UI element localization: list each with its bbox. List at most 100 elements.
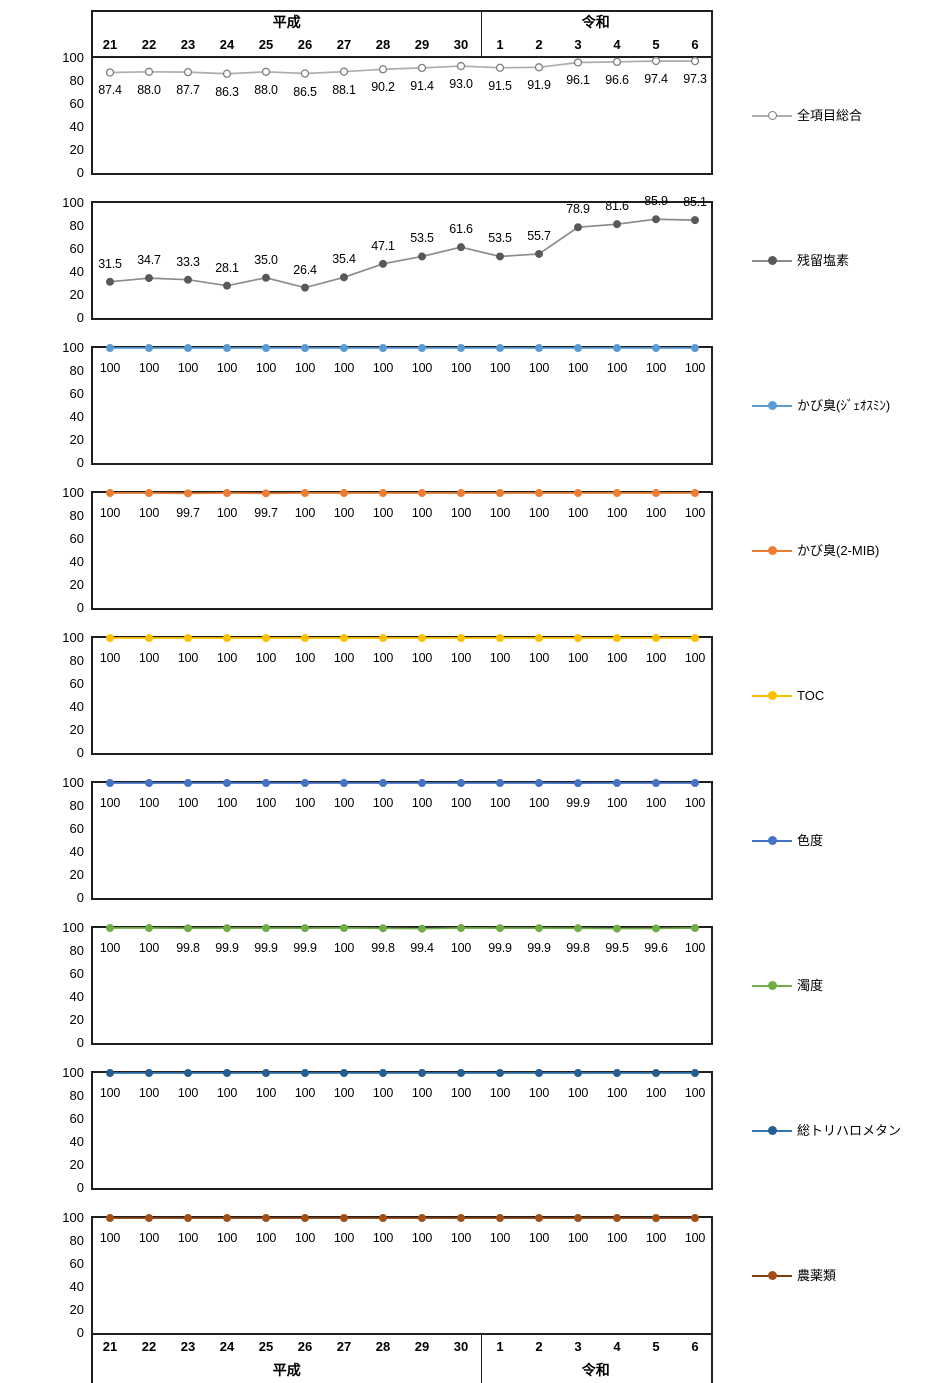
data-point-label: 91.5 — [488, 78, 512, 93]
data-point-label: 100 — [489, 506, 511, 520]
data-point-label: 100 — [333, 941, 355, 955]
data-point-marker — [184, 344, 192, 352]
data-point-label: 100 — [528, 361, 550, 375]
year-tick-label-top: 22 — [141, 37, 157, 52]
data-point-marker — [106, 277, 114, 286]
data-point-label: 90.2 — [371, 80, 395, 95]
year-tick-label-bottom: 22 — [141, 1339, 157, 1354]
y-axis-tick-label: 0 — [76, 1035, 84, 1050]
data-point-label: 97.3 — [683, 72, 707, 87]
data-point-marker — [652, 1214, 660, 1222]
legend-label: 濁度 — [797, 977, 824, 993]
data-point-label: 91.4 — [410, 78, 434, 93]
y-axis-tick-label: 0 — [76, 745, 84, 760]
data-point-label: 33.3 — [176, 254, 200, 269]
legend-label: 色度 — [797, 832, 824, 848]
y-axis-tick-label: 60 — [69, 821, 84, 836]
data-point-label: 100 — [411, 1086, 433, 1100]
data-point-marker — [379, 344, 387, 352]
data-point-marker — [145, 489, 153, 497]
y-axis-tick-label: 20 — [69, 1012, 84, 1027]
era-label-heisei-top: 平成 — [272, 14, 301, 30]
y-axis-tick-label: 0 — [76, 310, 84, 325]
y-axis-tick-label: 100 — [62, 195, 84, 210]
series-svg-chart-0 — [105, 56, 700, 78]
year-tick-label-top: 23 — [180, 37, 196, 52]
bottom-axis-era-divider — [480, 1333, 482, 1383]
data-point-marker — [222, 69, 232, 78]
data-point-marker — [613, 489, 621, 497]
data-point-marker — [535, 249, 543, 258]
year-tick-label-top: 25 — [258, 37, 274, 52]
data-point-label: 100 — [138, 1231, 160, 1245]
data-point-label: 100 — [99, 796, 121, 810]
data-point-marker — [535, 634, 543, 642]
data-point-marker — [496, 924, 504, 933]
plot-area-chart-5 — [91, 781, 713, 900]
data-point-label: 86.5 — [293, 84, 317, 99]
data-point-label: 100 — [255, 796, 277, 810]
data-point-label: 100 — [684, 941, 706, 955]
data-point-label: 100 — [528, 1231, 550, 1245]
data-point-label: 87.7 — [176, 83, 200, 98]
series-svg-chart-6 — [106, 924, 699, 933]
year-tick-label-top: 26 — [297, 37, 313, 52]
y-axis-tick-label: 0 — [76, 1325, 84, 1340]
data-point-label: 31.5 — [98, 256, 122, 271]
data-point-marker — [301, 344, 309, 352]
data-point-marker — [145, 344, 153, 352]
data-point-label: 100 — [294, 651, 316, 665]
data-point-marker — [145, 924, 153, 932]
data-point-label: 97.4 — [644, 71, 668, 86]
data-point-label: 100 — [333, 796, 355, 810]
data-point-label: 88.0 — [137, 82, 161, 97]
year-tick-label-bottom: 2 — [535, 1339, 543, 1354]
data-point-label: 99.8 — [566, 941, 590, 955]
data-point-label: 100 — [606, 796, 628, 810]
year-tick-label-bottom: 4 — [613, 1339, 621, 1354]
data-point-label: 100 — [99, 361, 121, 375]
year-tick-label-bottom: 5 — [652, 1339, 660, 1354]
data-point-label: 100 — [216, 1086, 238, 1100]
data-point-label: 100 — [567, 1086, 589, 1100]
data-point-marker — [340, 634, 348, 642]
legend-label: 総トリハロメタン — [797, 1122, 902, 1138]
y-axis-tick-label: 40 — [69, 409, 84, 424]
year-tick-label-top: 1 — [496, 37, 504, 52]
data-point-marker — [223, 779, 231, 787]
data-point-label: 47.1 — [371, 238, 395, 253]
y-axis-tick-label: 80 — [69, 1233, 84, 1248]
data-point-label: 100 — [294, 361, 316, 375]
data-point-label: 99.9 — [293, 941, 317, 955]
data-point-marker — [106, 489, 114, 497]
data-point-label: 100 — [138, 651, 160, 665]
data-point-marker — [691, 924, 699, 932]
data-point-label: 100 — [645, 361, 667, 375]
data-point-marker — [535, 1069, 543, 1077]
data-point-label: 100 — [489, 1231, 511, 1245]
data-point-marker — [574, 344, 582, 352]
bottom-axis-box — [91, 1333, 713, 1383]
plot-area-chart-3 — [91, 491, 713, 610]
legend-marker-icon — [767, 401, 777, 410]
data-point-marker — [340, 779, 348, 787]
y-axis-tick-label: 40 — [69, 119, 84, 134]
year-tick-label-top: 2 — [535, 37, 543, 52]
data-point-marker — [691, 1214, 699, 1222]
y-axis-tick-label: 100 — [62, 1210, 84, 1225]
data-point-marker — [574, 1214, 582, 1222]
year-tick-label-bottom: 26 — [297, 1339, 313, 1354]
data-point-marker — [495, 63, 505, 72]
y-axis-tick-label: 20 — [69, 142, 84, 157]
data-point-marker — [652, 344, 660, 352]
data-point-label: 99.7 — [176, 506, 200, 520]
data-point-label: 100 — [177, 361, 199, 375]
top-axis-era-divider — [480, 10, 482, 58]
data-point-marker — [261, 67, 271, 76]
data-point-label: 99.4 — [410, 941, 434, 955]
series-line — [109, 60, 696, 75]
data-point-label: 100 — [489, 796, 511, 810]
series-line — [110, 927, 696, 930]
data-point-marker — [418, 1069, 426, 1077]
data-point-marker — [301, 634, 309, 642]
